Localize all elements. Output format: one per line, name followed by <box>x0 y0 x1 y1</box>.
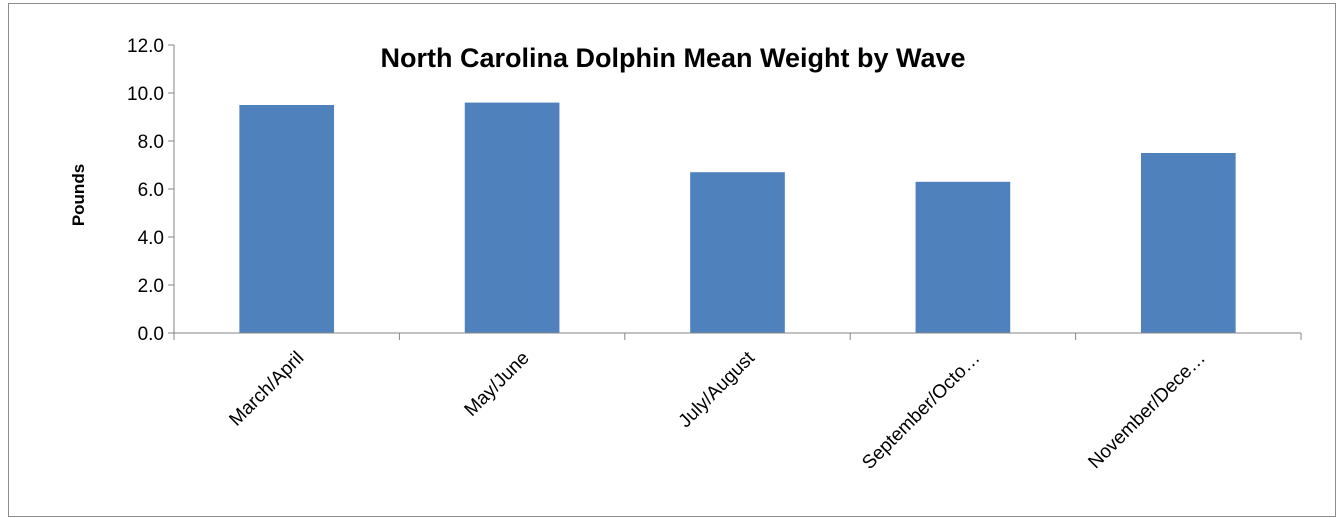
chart-title: North Carolina Dolphin Mean Weight by Wa… <box>380 43 965 73</box>
y-tick-label: 2.0 <box>138 276 164 297</box>
y-tick-label: 4.0 <box>138 228 164 249</box>
y-tick-label: 8.0 <box>138 132 164 153</box>
bars <box>239 102 1236 333</box>
x-axis: March/April May/June July/August September/… <box>173 332 1302 474</box>
y-tick-label: 12.0 <box>127 36 164 57</box>
chart-frame <box>8 3 1336 517</box>
x-tick-label: May/June <box>461 348 534 421</box>
y-tick-label: 6.0 <box>138 180 164 201</box>
x-tick-label: March/April <box>225 348 308 431</box>
bar <box>464 102 560 333</box>
x-tick-label: July/August <box>675 347 760 432</box>
bar <box>915 181 1011 333</box>
x-tick-label: September/Octo… <box>858 348 984 474</box>
bar <box>239 105 335 333</box>
bar <box>1140 153 1236 333</box>
bar <box>690 172 785 333</box>
y-axis: 0.0 2.0 4.0 6.0 8.0 10.0 12.0 <box>127 36 175 345</box>
y-axis-label: Pounds <box>69 164 88 226</box>
x-tick-label: November/Dece… <box>1084 348 1209 473</box>
y-tick-label: 10.0 <box>127 84 164 105</box>
y-tick-label: 0.0 <box>138 324 164 345</box>
